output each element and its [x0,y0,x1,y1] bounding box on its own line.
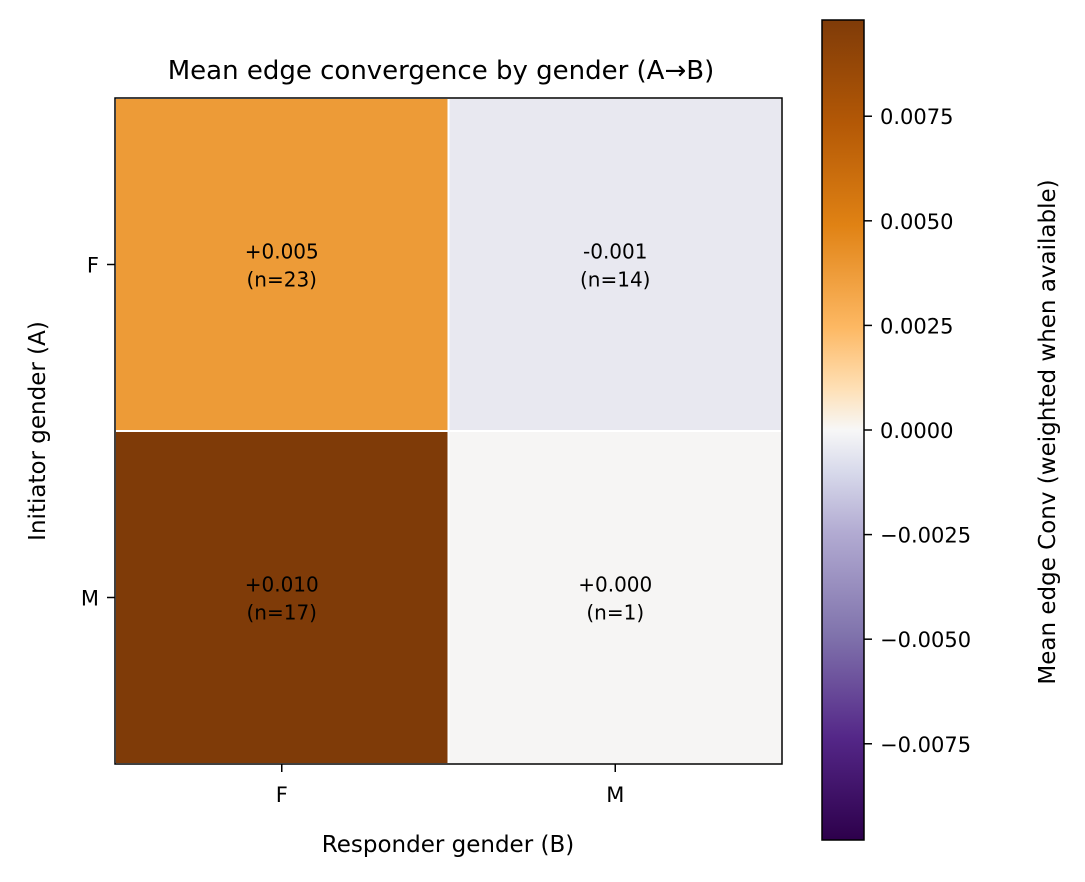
heatmap-cells: +0.005 (n=23) -0.001 (n=14) +0.010 (n=17) +0.0… [114,97,783,765]
cell-count-label: (n=1) [586,601,644,625]
heatmap-cell [447,97,783,432]
heatmap-cell [447,430,783,765]
x-tick-label: F [276,783,288,807]
y-axis-label: Initiator gender (A) [25,321,51,541]
cell-value-label: +0.005 [245,240,319,264]
y-tick-label: M [81,587,99,611]
cell-count-label: (n=17) [247,601,318,625]
cell-count-label: (n=23) [247,268,318,292]
colorbar-tick-label: 0.0025 [880,314,953,338]
colorbar-tick-label: 0.0075 [880,105,953,129]
cell-value-label: -0.001 [583,240,647,264]
colorbar-label: Mean edge Conv (weighted when available) [1035,179,1061,684]
colorbar-ticks: 0.0075 0.0050 0.0025 0.0000 −0.0025 −0.0050 −0… [864,105,971,757]
cell-value-label: +0.010 [245,573,319,597]
x-axis-label: Responder gender (B) [322,832,574,858]
x-tick-label: M [606,783,624,807]
colorbar-tick-label: −0.0050 [880,628,971,652]
colorbar-tick-label: −0.0025 [880,524,971,548]
cell-count-label: (n=14) [580,268,651,292]
plot-frame [114,97,783,765]
heatmap-cell [114,97,450,432]
cell-value-label: +0.000 [578,573,652,597]
y-axis: FM [81,254,115,611]
colorbar-tick-label: 0.0050 [880,210,953,234]
colorbar [821,19,865,841]
colorbar-tick-label: 0.0000 [880,419,953,443]
colorbar-tick-label: −0.0075 [880,733,971,757]
chart-title: Mean edge convergence by gender (A→B) [168,56,714,86]
heatmap-cell [114,430,450,765]
y-tick-label: F [87,254,99,278]
